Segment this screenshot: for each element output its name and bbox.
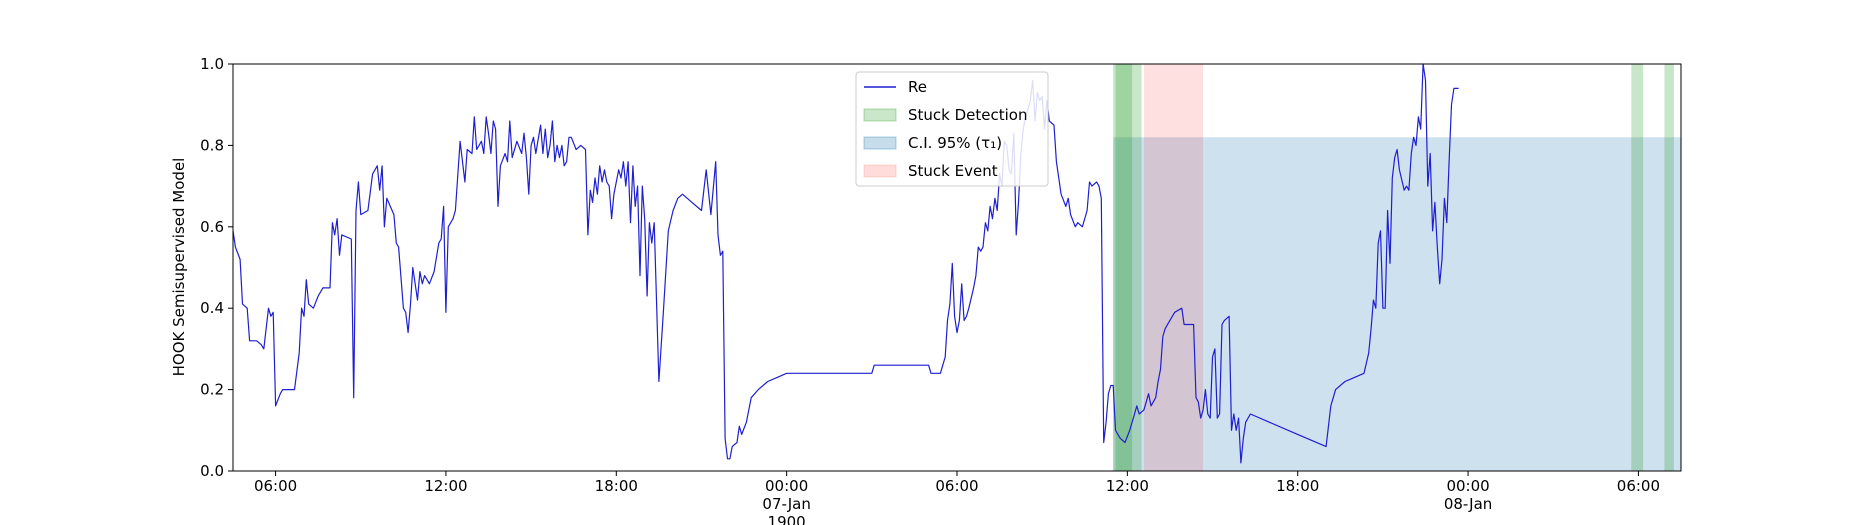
y-tick-label: 1.0	[200, 55, 224, 73]
y-tick-label: 0.2	[200, 381, 224, 399]
x-tick-label: 18:00	[595, 477, 638, 495]
y-axis: 0.0 0.2 0.4 0.6 0.8 1.0	[200, 55, 233, 480]
stuck-detection-band-2	[1631, 64, 1644, 471]
x-tick-label: 06:00	[254, 477, 297, 495]
series-layer	[232, 63, 1459, 464]
legend-label: Stuck Detection	[908, 106, 1027, 124]
y-tick-label: 0.8	[200, 136, 224, 154]
stuck-detection-band-1	[1115, 64, 1142, 471]
x-tick-sublabel: 08-Jan	[1444, 495, 1492, 513]
ci-band-0	[1113, 137, 1681, 471]
stuck-event-band-0	[1143, 64, 1204, 471]
x-tick-label: 06:00	[1617, 477, 1660, 495]
x-tick-label: 12:00	[1106, 477, 1149, 495]
x-tick-label: 00:00	[1446, 477, 1489, 495]
x-tick-sublabel: 1900	[768, 513, 806, 525]
legend-swatch-patch	[863, 164, 897, 178]
legend-label: C.I. 95% (τ₁)	[908, 134, 1002, 152]
x-tick-label: 18:00	[1276, 477, 1319, 495]
shaded-regions	[1113, 64, 1681, 471]
stuck-detection-band-0	[1113, 64, 1133, 471]
legend: Re Stuck Detection C.I. 95% (τ₁) Stuck Even…	[855, 71, 1049, 187]
x-tick-label: 06:00	[935, 477, 978, 495]
legend-swatch-patch	[863, 108, 897, 122]
x-tick-label: 12:00	[424, 477, 467, 495]
legend-swatch-patch	[863, 136, 897, 150]
stuck-detection-band-3	[1664, 64, 1674, 471]
y-axis-label: HOOK Semisupervised Model	[170, 158, 188, 377]
legend-box	[855, 71, 1049, 187]
legend-label: Re	[908, 78, 927, 96]
series-line-re	[232, 63, 1459, 464]
y-tick-label: 0.4	[200, 299, 224, 317]
x-tick-sublabel: 07-Jan	[762, 495, 810, 513]
x-tick-label: 00:00	[765, 477, 808, 495]
legend-label: Stuck Event	[908, 162, 998, 180]
y-tick-label: 0.6	[200, 218, 224, 236]
y-tick-label: 0.0	[200, 462, 224, 480]
